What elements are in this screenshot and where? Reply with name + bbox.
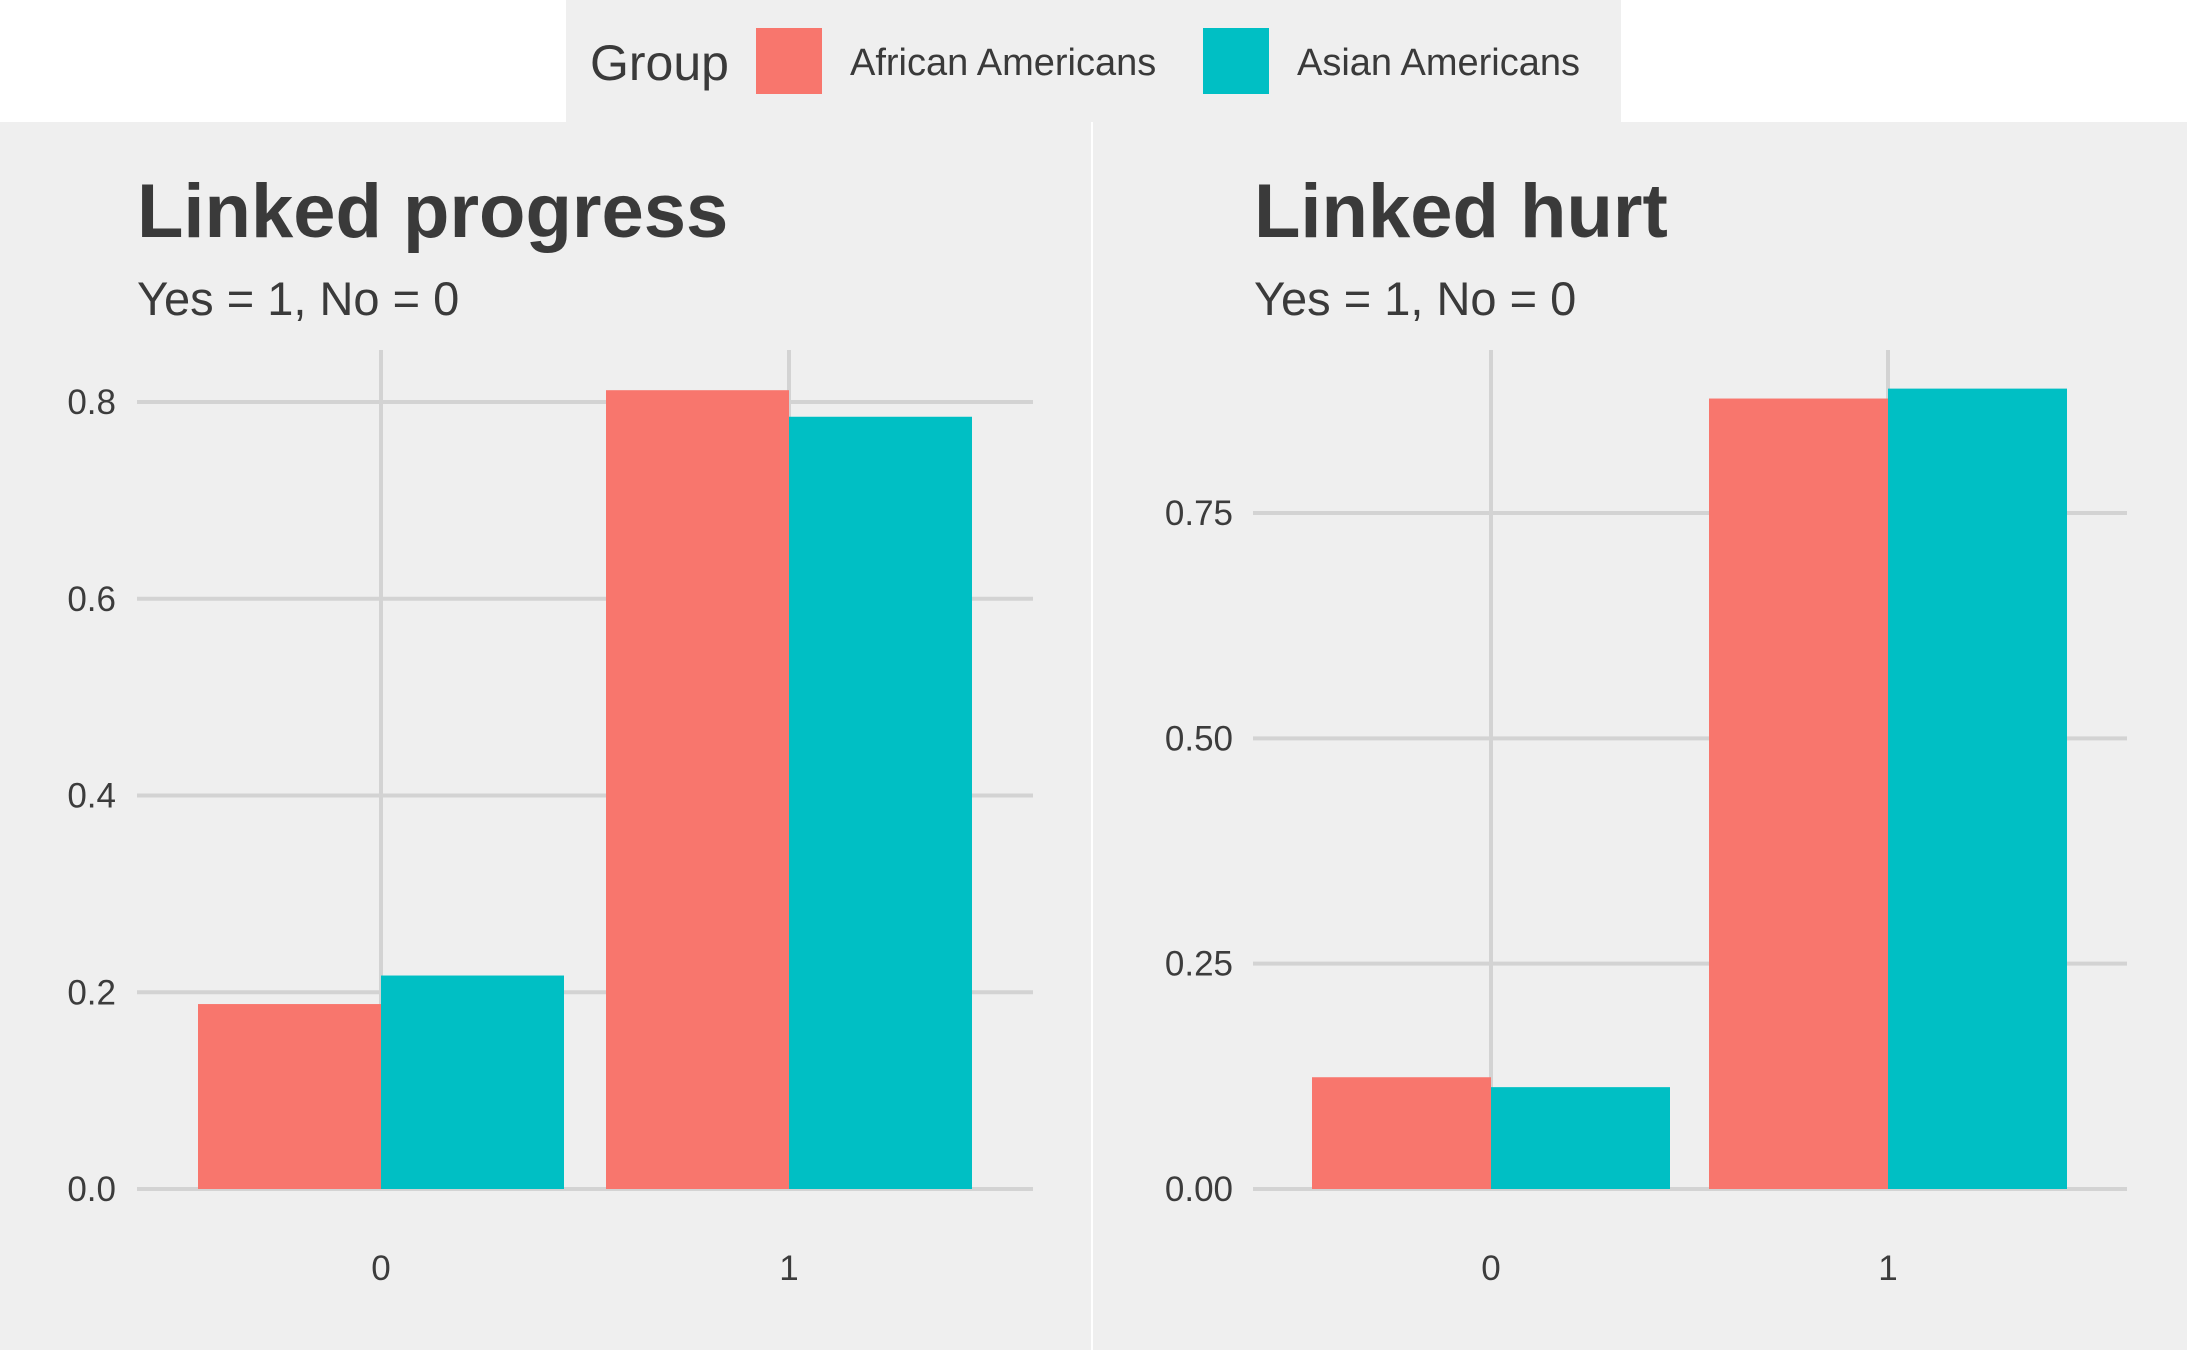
left-y-tick-label: 0.0 <box>67 1170 116 1209</box>
legend-label-asian-americans: Asian Americans <box>1297 42 1580 84</box>
right-chart-subtitle: Yes = 1, No = 0 <box>1254 272 1576 325</box>
legend: Group African Americans Asian Americans <box>566 0 1621 122</box>
right-chart-title: Linked hurt <box>1254 169 1668 254</box>
left-y-tick-label: 0.4 <box>67 777 116 816</box>
left-bar-asian-americans-cat-0 <box>381 975 564 1189</box>
right-y-tick-label: 0.25 <box>1165 945 1233 984</box>
legend-key-african-americans <box>756 28 822 94</box>
right-y-tick-label: 0.00 <box>1165 1170 1233 1209</box>
legend-title: Group <box>590 35 729 91</box>
right-y-tick-label: 0.50 <box>1165 719 1233 758</box>
right-bar-african-americans-cat-0 <box>1312 1077 1491 1189</box>
left-bar-african-americans-cat-0 <box>198 1004 381 1189</box>
left-chart-subtitle: Yes = 1, No = 0 <box>137 272 459 325</box>
left-bar-asian-americans-cat-1 <box>789 416 972 1190</box>
left-x-tick-label: 0 <box>371 1249 390 1288</box>
right-bar-asian-americans-cat-0 <box>1491 1087 1670 1189</box>
legend-background <box>566 0 1621 122</box>
legend-label-african-americans: African Americans <box>850 42 1156 84</box>
left-bar-african-americans-cat-1 <box>606 390 789 1189</box>
left-y-tick-label: 0.2 <box>67 973 116 1012</box>
right-x-tick-label: 1 <box>1878 1249 1897 1288</box>
left-x-tick-label: 1 <box>779 1249 798 1288</box>
left-y-tick-label: 0.8 <box>67 383 116 422</box>
left-plot-area: 0.0 0.2 0.4 0.6 0.8 0 1 <box>67 350 1033 1288</box>
left-chart-title: Linked progress <box>137 169 728 254</box>
right-plot-area: 0.00 0.25 0.50 0.75 0 1 <box>1165 350 2127 1288</box>
right-x-tick-label: 0 <box>1481 1249 1500 1288</box>
left-y-tick-label: 0.6 <box>67 580 116 619</box>
right-bar-asian-americans-cat-1 <box>1888 388 2067 1190</box>
legend-key-asian-americans <box>1203 28 1269 94</box>
right-bar-african-americans-cat-1 <box>1709 398 1888 1190</box>
right-y-tick-label: 0.75 <box>1165 494 1233 533</box>
